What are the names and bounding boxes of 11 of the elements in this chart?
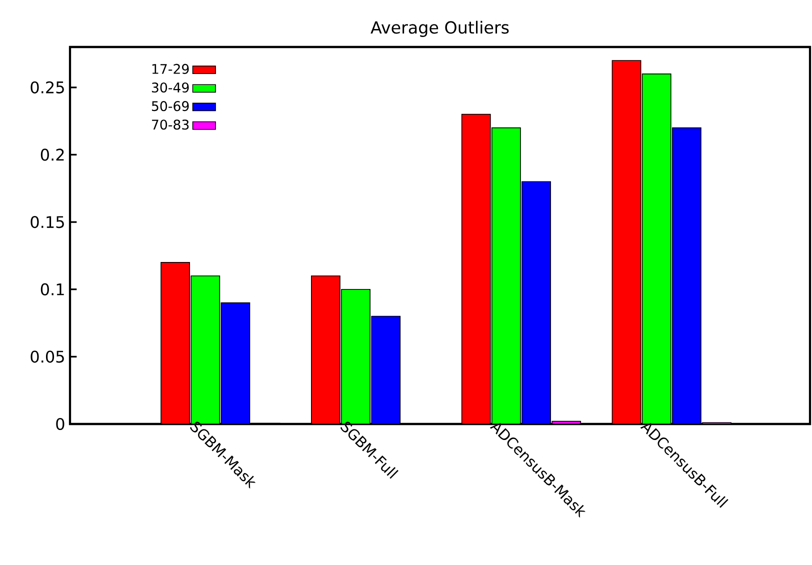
y-tick-label: 0.05 — [30, 350, 64, 363]
y-tick-label: 0.15 — [30, 216, 64, 228]
y-tick-label: 0 — [56, 418, 64, 430]
y-tick-label: 0.1 — [40, 283, 64, 296]
legend-label: 30-49 — [152, 82, 189, 93]
legend-label: 70-83 — [152, 120, 189, 130]
legend-label: 50-69 — [152, 101, 189, 112]
y-tick-label: 0.25 — [30, 81, 64, 94]
legend-label: 17-29 — [152, 64, 189, 74]
chart-title: Average Outliers — [370, 20, 509, 37]
y-tick-label: 0.2 — [40, 148, 64, 161]
